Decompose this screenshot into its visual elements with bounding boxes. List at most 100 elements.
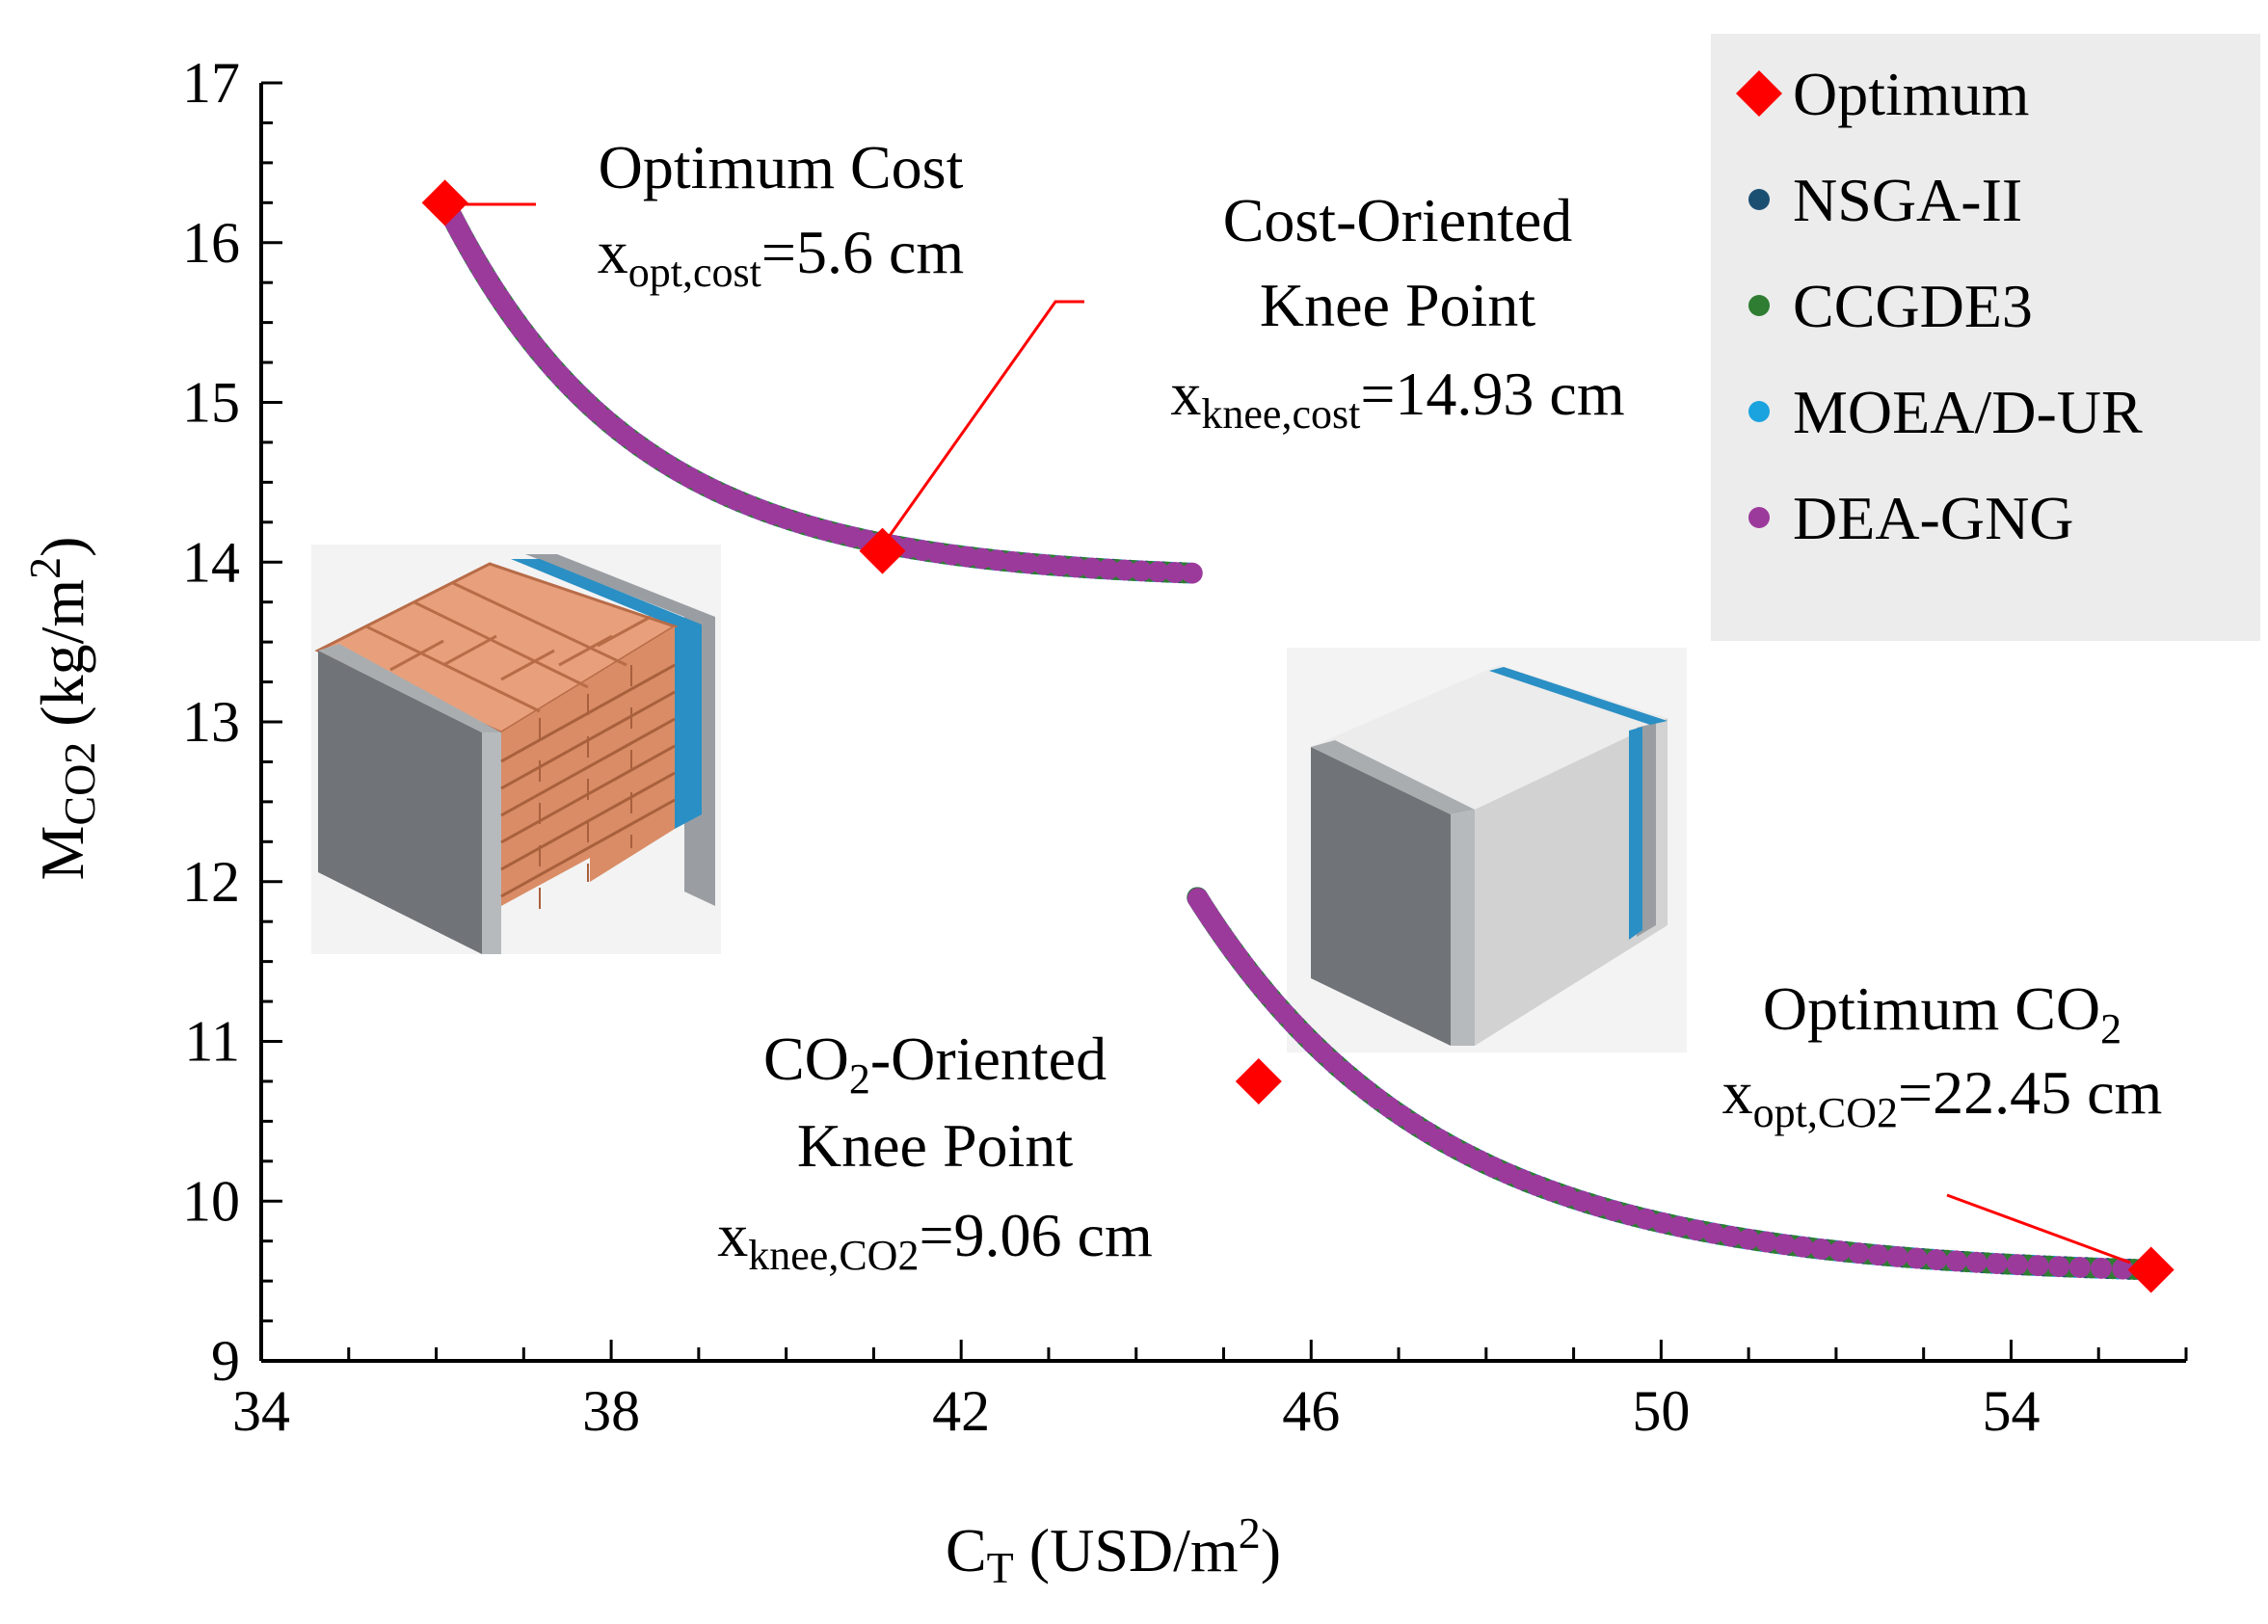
legend-box [1711, 34, 2260, 641]
data-point [1049, 555, 1071, 577]
y-tick-label: 16 [182, 211, 240, 275]
data-point [1603, 1200, 1625, 1222]
brick-joint [389, 639, 444, 672]
data-point [1986, 1252, 2008, 1274]
annotation-leaders [453, 202, 2131, 1265]
brick-joint [442, 634, 497, 667]
data-point [1064, 556, 1086, 578]
svg-text:Cost-Oriented: Cost-Oriented [1223, 186, 1573, 254]
data-point [1017, 552, 1039, 574]
legend-item-optimum: Optimum [1736, 60, 2029, 128]
svg-text:xknee,cost=14.93 cm: xknee,cost=14.93 cm [1170, 359, 1624, 438]
data-point [1081, 557, 1103, 579]
y-axis-title: MCO2 (kg/m2) [20, 537, 104, 881]
data-point [1848, 1242, 1870, 1265]
y-tick-label: 10 [182, 1169, 240, 1233]
data-point [2112, 1258, 2134, 1280]
y-tick-label: 14 [182, 530, 240, 594]
brick-joint [597, 615, 652, 648]
x-tick-label: 42 [932, 1379, 990, 1443]
legend-marker [1748, 295, 1770, 316]
data-point [1867, 1244, 1889, 1266]
annotation-optimum-cost: Optimum Cost xopt,cost=5.6 cm [598, 133, 964, 296]
y-tick-label: 15 [182, 371, 240, 435]
data-point [2048, 1256, 2070, 1278]
optimum-diamond [1235, 1057, 1282, 1105]
x-tick-label: 46 [1282, 1379, 1340, 1443]
data-point [1001, 550, 1024, 572]
svg-text:Optimum CO2: Optimum CO2 [1763, 974, 2121, 1052]
data-point [2027, 1255, 2049, 1277]
data-point [1685, 1219, 1707, 1241]
annotation-knee-co2: CO2-Oriented Knee Point xknee,CO2=9.06 c… [717, 1025, 1152, 1279]
data-point [1097, 558, 1119, 580]
legend-marker [1736, 70, 1782, 117]
y-tick-label: 13 [182, 690, 240, 754]
data-point [1755, 1231, 1777, 1253]
optimum-diamond [2127, 1246, 2175, 1293]
data-point [1774, 1234, 1796, 1256]
brick-joint [500, 798, 676, 898]
data-point [1181, 562, 1203, 584]
x-tick-label: 38 [582, 1379, 640, 1443]
data-point [1810, 1238, 1832, 1260]
x-tick-label: 54 [1982, 1379, 2040, 1443]
x-axis-tick-labels: 34 38 42 46 50 54 [232, 1379, 2040, 1443]
svg-text:Optimum Cost: Optimum Cost [599, 133, 964, 201]
data-point [2090, 1257, 2112, 1279]
optimum-diamond [859, 527, 906, 574]
legend-label: Optimum [1793, 60, 2029, 128]
brick-joint [500, 717, 676, 817]
data-point [1720, 1225, 1742, 1247]
x-tick-label: 50 [1632, 1379, 1690, 1443]
data-point [1113, 559, 1135, 581]
legend-label: DEA-GNG [1793, 484, 2074, 552]
data-point [1702, 1222, 1724, 1244]
y-tick-label: 11 [184, 1010, 240, 1074]
brick-joint [558, 634, 613, 667]
optimum-markers [421, 179, 2175, 1293]
y-axis-tick-labels: 9 10 11 12 13 14 15 16 17 [182, 51, 240, 1393]
svg-text:CO2-Oriented: CO2-Oriented [763, 1025, 1107, 1103]
legend-marker [1748, 507, 1770, 528]
data-point [1738, 1228, 1760, 1250]
legend-marker [1748, 401, 1770, 422]
data-point [2006, 1254, 2028, 1276]
data-point [1651, 1211, 1673, 1234]
y-tick-label: 17 [182, 51, 240, 115]
legend-marker [1748, 189, 1770, 210]
data-point [1965, 1251, 1988, 1273]
legend: Optimum NSGA-II CCGDE3 MOEA/D-UR DEA-GNG [1711, 34, 2260, 641]
data-point [986, 549, 1008, 572]
data-point [1886, 1245, 1908, 1267]
legend-label: NSGA-II [1793, 166, 2022, 234]
brick-wall-illustration [311, 545, 721, 954]
x-axis-title: CT (USD/m2) [946, 1508, 1281, 1592]
svg-text:xopt,cost=5.6 cm: xopt,cost=5.6 cm [598, 218, 964, 296]
data-point [1926, 1249, 1948, 1271]
legend-item-dea-gng: DEA-GNG [1748, 484, 2074, 552]
legend-label: CCGDE3 [1793, 272, 2033, 340]
svg-text:xknee,CO2=9.06 cm: xknee,CO2=9.06 cm [717, 1201, 1152, 1279]
data-point [1828, 1240, 1851, 1263]
brick-joint [365, 625, 541, 713]
optimum-diamond [421, 179, 468, 226]
legend-item-moea-d-ur: MOEA/D-UR [1748, 378, 2143, 446]
data-point [1032, 553, 1054, 575]
data-point [1668, 1215, 1691, 1238]
pareto-points [434, 192, 2155, 1281]
y-axis-ticks [261, 81, 282, 1363]
annotation-optimum-co2: Optimum CO2 xopt,CO2=22.45 cm [1722, 974, 2163, 1136]
legend-item-nsga-ii: NSGA-II [1748, 166, 2022, 234]
data-point [2068, 1257, 2091, 1279]
svg-text:xopt,CO2=22.45 cm: xopt,CO2=22.45 cm [1722, 1058, 2163, 1136]
data-point [1131, 560, 1153, 582]
y-tick-label: 9 [211, 1329, 240, 1393]
light-wall-illustration [1287, 648, 1687, 1052]
brick-joint [500, 649, 555, 681]
data-point [1147, 561, 1169, 583]
annotation-knee-cost: Cost-Oriented Knee Point xknee,cost=14.9… [1170, 186, 1624, 438]
svg-text:Knee Point: Knee Point [1260, 271, 1535, 339]
legend-item-ccgde3: CCGDE3 [1748, 272, 2033, 340]
